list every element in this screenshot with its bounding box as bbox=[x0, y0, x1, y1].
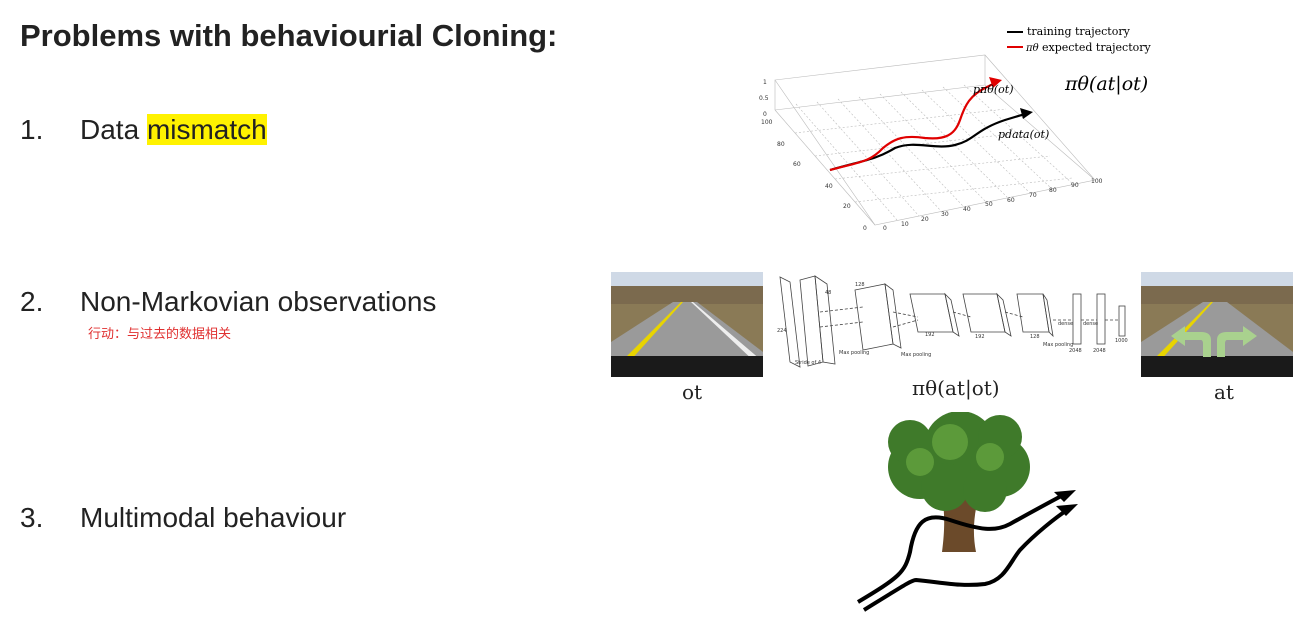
policy-label: πθ(at|ot) bbox=[1064, 73, 1148, 95]
layer-label: dense bbox=[1058, 321, 1073, 327]
size-label: 192 bbox=[975, 334, 985, 340]
p-data-label: pdata(ot) bbox=[998, 128, 1049, 141]
p-pi-label: pπθ(ot) bbox=[973, 83, 1014, 96]
layer-label: Max pooling bbox=[839, 350, 869, 356]
x-tick: 0 bbox=[883, 225, 887, 232]
size-label: 128 bbox=[1030, 334, 1040, 340]
layer-label: dense bbox=[1083, 321, 1098, 327]
y-tick: 60 bbox=[793, 161, 801, 168]
legend-expected-symbol: πθ bbox=[1025, 43, 1039, 54]
size-label: 224 bbox=[777, 328, 787, 334]
x-tick: 70 bbox=[1029, 192, 1037, 199]
size-label: 48 bbox=[825, 290, 831, 296]
x-tick: 50 bbox=[985, 201, 993, 208]
item-non-markovian: 2. Non-Markovian observations bbox=[20, 286, 436, 318]
item-number: 3. bbox=[20, 502, 44, 533]
split-arrow-icon bbox=[1171, 326, 1257, 357]
x-tick: 60 bbox=[1007, 197, 1015, 204]
y-tick: 80 bbox=[777, 141, 785, 148]
item-text: Multimodal behaviour bbox=[80, 502, 347, 533]
layer-label: Max pooling bbox=[1043, 342, 1073, 348]
z-tick: 0.5 bbox=[759, 95, 769, 102]
y-tick: 100 bbox=[761, 119, 773, 126]
road-observation-image bbox=[611, 272, 763, 377]
action-label: at bbox=[1214, 380, 1234, 404]
y-tick: 20 bbox=[843, 203, 851, 210]
policy-network-label: πθ(at|ot) bbox=[912, 376, 1000, 400]
size-label: 1000 bbox=[1115, 338, 1128, 344]
size-label: 2048 bbox=[1069, 348, 1082, 354]
x-tick: 100 bbox=[1091, 178, 1103, 185]
x-tick: 90 bbox=[1071, 182, 1079, 189]
x-tick: 30 bbox=[941, 211, 949, 218]
size-label: 192 bbox=[925, 332, 935, 338]
highlighted-word: mismatch bbox=[146, 114, 267, 145]
y-tick: 0 bbox=[863, 225, 867, 232]
item-text: Data bbox=[80, 114, 147, 145]
y-tick: 40 bbox=[825, 183, 833, 190]
item-number: 2. bbox=[20, 286, 44, 317]
x-tick: 20 bbox=[921, 216, 929, 223]
trajectory-plot: 1 0.5 0 100 80 60 40 20 0 0 10 20 30 40 … bbox=[759, 25, 1152, 232]
size-label: 2048 bbox=[1093, 348, 1106, 354]
slide-title: Problems with behaviourial Cloning: bbox=[20, 18, 558, 53]
legend-expected: expected trajectory bbox=[1042, 41, 1152, 54]
z-tick: 0 bbox=[763, 111, 767, 118]
x-tick: 80 bbox=[1049, 187, 1057, 194]
legend-training: training trajectory bbox=[1027, 25, 1131, 38]
annotation-note: 行动：与过去的数据相关 bbox=[88, 326, 232, 341]
size-label: 128 bbox=[855, 282, 865, 288]
stride-label: Stride of 4 bbox=[795, 360, 821, 366]
item-number: 1. bbox=[20, 114, 44, 145]
tree-illustration bbox=[856, 412, 1078, 612]
road-action-image bbox=[1141, 272, 1293, 377]
item-data-mismatch: 1. Data mismatch bbox=[20, 114, 267, 146]
x-tick: 10 bbox=[901, 221, 909, 228]
observation-label: ot bbox=[682, 380, 703, 404]
layer-label: Max pooling bbox=[901, 352, 931, 358]
item-text: Non-Markovian observations bbox=[80, 286, 437, 317]
cnn-diagram: 224 48 128 192 192 128 2048 2048 1000 St… bbox=[777, 275, 1128, 368]
x-tick: 40 bbox=[963, 206, 971, 213]
item-multimodal: 3. Multimodal behaviour bbox=[20, 502, 346, 534]
z-tick: 1 bbox=[763, 79, 767, 86]
